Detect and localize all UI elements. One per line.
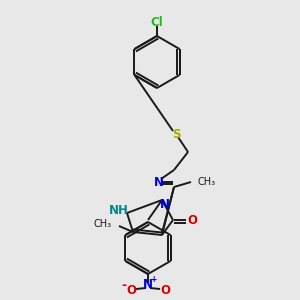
Text: +: + — [150, 274, 156, 284]
Text: N: N — [154, 176, 164, 188]
Text: CH₃: CH₃ — [94, 219, 112, 229]
Text: CH₃: CH₃ — [197, 177, 215, 187]
Text: O: O — [126, 284, 136, 298]
Text: -: - — [122, 280, 127, 292]
Text: N: N — [160, 199, 170, 212]
Text: N: N — [143, 278, 153, 290]
Text: O: O — [160, 284, 170, 298]
Text: S: S — [172, 128, 180, 140]
Text: Cl: Cl — [151, 16, 164, 29]
Text: NH: NH — [109, 205, 129, 218]
Text: O: O — [187, 214, 197, 226]
